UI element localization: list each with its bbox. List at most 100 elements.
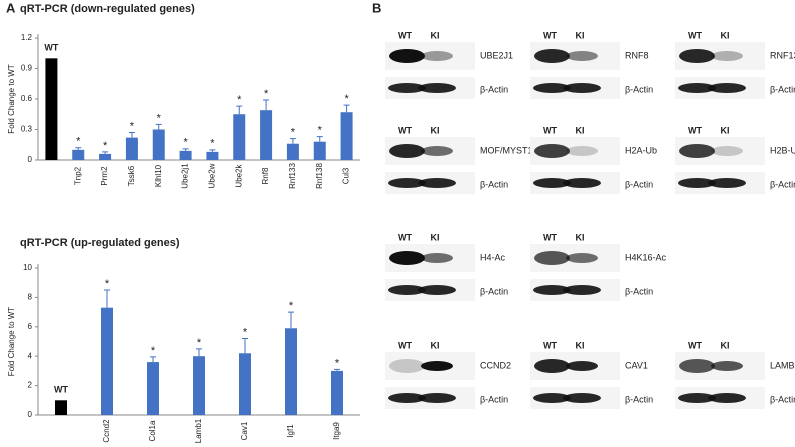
blot-band	[534, 359, 570, 373]
blot-band	[563, 285, 601, 295]
blot-target-label: CAV1	[625, 360, 648, 370]
error-bar	[242, 338, 248, 354]
y-tick-label: 4	[28, 351, 33, 360]
blot-target-label: MOF/MYST1	[480, 145, 533, 155]
blot-band	[563, 178, 601, 188]
blot-band	[679, 49, 715, 63]
x-tick-label: Rnf8	[261, 167, 270, 184]
error-bar	[182, 148, 189, 151]
x-tick-label: Tnp2	[73, 166, 82, 185]
blot-band	[389, 359, 425, 373]
x-tick-label: Ube2j1	[181, 163, 190, 189]
blot-band	[388, 178, 426, 188]
blot-band	[708, 83, 746, 93]
lane-label: KI	[576, 30, 585, 40]
bar	[152, 129, 165, 160]
bar	[125, 137, 138, 160]
bar	[179, 150, 192, 160]
x-tick-label: Igf1	[286, 424, 295, 438]
lane-label: WT	[688, 340, 702, 350]
error-bar	[289, 138, 296, 144]
lane-label: WT	[688, 125, 702, 135]
significance-mark: *	[289, 300, 294, 312]
annotation: WT	[44, 43, 58, 53]
bar	[233, 114, 246, 160]
significance-mark: *	[291, 127, 296, 139]
lane-label: WT	[543, 232, 557, 242]
blot-band	[711, 361, 743, 371]
blot-control-label: β-Actin	[770, 394, 795, 404]
lane-label: KI	[431, 340, 440, 350]
x-tick-label: Ube2k	[234, 163, 243, 187]
blot-band	[533, 393, 571, 403]
error-bar	[104, 289, 110, 308]
blot-band	[534, 144, 570, 158]
x-tick-label: Ccnd2	[102, 419, 111, 443]
blot-target-label: RNF8	[625, 50, 649, 60]
lane-label: WT	[398, 340, 412, 350]
lane-label: WT	[688, 30, 702, 40]
significance-mark: *	[197, 337, 202, 349]
blot-control-label: β-Actin	[480, 84, 508, 94]
blot-control-label: β-Actin	[480, 286, 508, 296]
bar	[99, 153, 112, 160]
blot-target-label: LAMB1	[770, 360, 795, 370]
panel-label: A	[6, 0, 16, 15]
lane-label: WT	[398, 30, 412, 40]
blot-band	[421, 361, 453, 371]
blot-band	[418, 393, 456, 403]
error-bar	[316, 136, 323, 142]
bar	[286, 143, 299, 160]
blot-band	[389, 144, 425, 158]
bar	[45, 58, 58, 161]
blot-target-label: UBE2J1	[480, 50, 513, 60]
x-tick-label: Itga9	[332, 422, 341, 440]
error-bar	[236, 105, 243, 115]
error-bar	[263, 99, 270, 111]
blot-band	[563, 393, 601, 403]
blot-target-label: CCND2	[480, 360, 511, 370]
blot-band	[389, 251, 425, 265]
lane-label: KI	[576, 125, 585, 135]
blot-target-label: H2B-Ub	[770, 145, 795, 155]
blot-band	[421, 51, 453, 61]
blot-target-label: RNF138	[770, 50, 795, 60]
error-bar	[150, 356, 156, 363]
lane-label: KI	[431, 125, 440, 135]
x-tick-label: Cul3	[342, 167, 351, 184]
y-tick-label: 2	[28, 381, 33, 390]
blot-control-label: β-Actin	[625, 394, 653, 404]
bar	[206, 151, 219, 160]
error-bar	[102, 151, 109, 154]
y-tick-label: 1.2	[21, 33, 33, 42]
significance-mark: *	[151, 345, 156, 357]
blot-band	[678, 83, 716, 93]
significance-mark: *	[210, 138, 215, 150]
blot-band	[418, 178, 456, 188]
y-tick-label: 0	[28, 410, 33, 419]
blot-band	[533, 178, 571, 188]
blot-band	[566, 253, 598, 263]
blot-band	[533, 83, 571, 93]
blot-band	[711, 146, 743, 156]
significance-mark: *	[344, 93, 349, 105]
y-tick-label: 0.3	[21, 125, 33, 134]
lane-label: KI	[576, 340, 585, 350]
x-tick-label: Tssk6	[127, 165, 136, 186]
significance-mark: *	[157, 112, 162, 124]
significance-mark: *	[103, 140, 108, 152]
x-tick-label: Prm2	[100, 166, 109, 186]
blot-control-label: β-Actin	[770, 179, 795, 189]
lane-label: WT	[398, 125, 412, 135]
error-bar	[128, 132, 135, 138]
lane-label: KI	[721, 125, 730, 135]
blot-target-label: H4K16-Ac	[625, 252, 667, 262]
blot-band	[418, 83, 456, 93]
error-bar	[196, 348, 202, 357]
significance-mark: *	[318, 125, 323, 137]
y-tick-label: 0	[28, 155, 33, 164]
panel-label: B	[372, 0, 381, 15]
bar	[55, 400, 67, 415]
bar	[72, 149, 85, 160]
